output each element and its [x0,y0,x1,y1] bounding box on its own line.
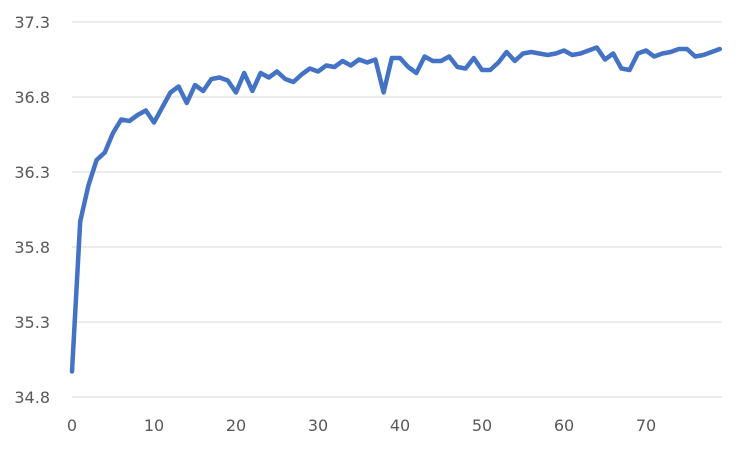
y-tick-label: 35.8 [14,238,50,257]
y-tick-label: 36.8 [14,88,50,107]
x-tick-label: 60 [554,416,574,435]
series-line [69,45,723,374]
y-tick-label: 35.3 [14,313,50,332]
y-tick-label: 36.3 [14,163,50,182]
series-group [69,45,723,374]
x-tick-label: 20 [226,416,246,435]
x-tick-label: 0 [67,416,77,435]
y-tick-label: 34.8 [14,388,50,407]
y-tick-label: 37.3 [14,13,50,32]
x-tick-label: 70 [636,416,656,435]
x-axis-tick-labels: 0 10 20 30 40 50 60 70 [67,416,656,435]
x-tick-label: 10 [144,416,164,435]
y-axis-tick-labels: 34.8 35.3 35.8 36.3 36.8 37.3 [14,13,50,407]
x-tick-label: 40 [390,416,410,435]
x-tick-label: 50 [472,416,492,435]
x-tick-label: 30 [308,416,328,435]
gridlines [72,21,722,398]
